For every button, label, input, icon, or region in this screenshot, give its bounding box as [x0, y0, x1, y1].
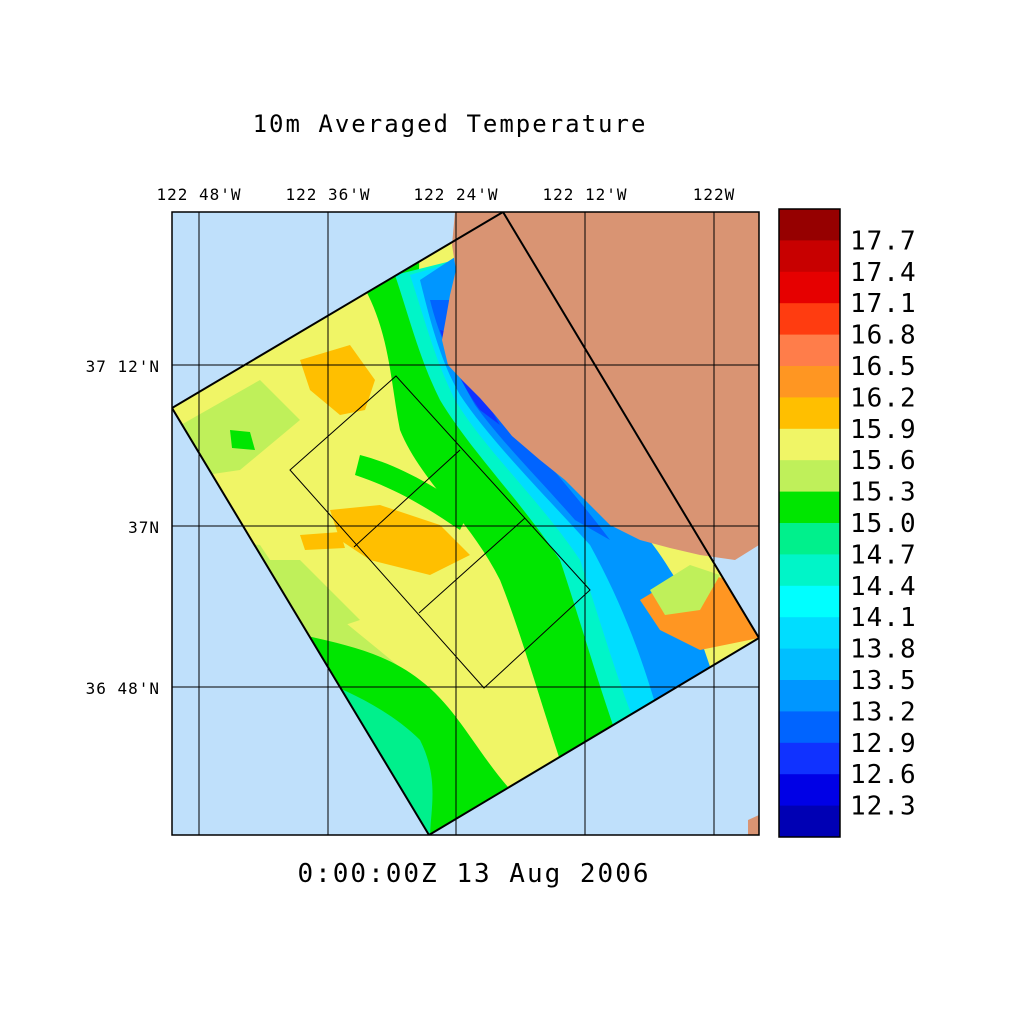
colorbar-labels: 17.717.417.116.816.516.215.915.615.315.0… — [850, 226, 917, 822]
colorbar-swatch — [779, 271, 840, 304]
colorbar-swatch — [779, 366, 840, 398]
colorbar-swatch — [779, 648, 840, 681]
map-border — [171, 211, 760, 836]
map-area — [172, 212, 759, 835]
colorbar-label: 15.3 — [850, 478, 917, 508]
colorbar-swatch — [779, 680, 840, 712]
lat-label: 36 48'N — [86, 679, 160, 698]
longitude-labels: 122 48'W 122 36'W 122 24'W 122 12'W 122W — [156, 185, 736, 204]
latitude-labels: 37 12'N 37N 36 48'N — [86, 357, 160, 698]
colorbar-label: 14.1 — [850, 603, 917, 633]
colorbar-label: 16.5 — [850, 352, 917, 382]
colorbar-label: 13.8 — [850, 635, 917, 665]
colorbar-label: 14.4 — [850, 572, 917, 602]
colorbar-label: 15.0 — [850, 509, 917, 539]
colorbar-label: 17.7 — [850, 226, 917, 256]
colorbar-swatch — [779, 774, 840, 807]
colorbar-swatch — [779, 711, 840, 744]
lon-label: 122 12'W — [542, 185, 627, 204]
nested-grid — [289, 375, 591, 689]
colorbar-label: 14.7 — [850, 540, 917, 570]
graticule — [172, 212, 759, 835]
lon-label: 122 24'W — [413, 185, 498, 204]
colorbar-swatch — [779, 460, 840, 493]
timestamp: 0:00:00Z 13 Aug 2006 — [297, 859, 650, 889]
colorbar-swatch — [779, 397, 840, 430]
colorbar-label: 12.6 — [850, 760, 917, 790]
colorbar-label: 17.1 — [850, 289, 917, 319]
colorbar-label: 16.8 — [850, 321, 917, 351]
colorbar-swatch — [779, 554, 840, 587]
lat-label: 37N — [128, 518, 160, 537]
colorbar-label: 13.5 — [850, 666, 917, 696]
lon-label: 122W — [693, 185, 736, 204]
lon-label: 122 48'W — [156, 185, 241, 204]
colorbar-swatch — [779, 585, 840, 618]
colorbar-swatch — [779, 805, 840, 838]
colorbar-label: 15.6 — [850, 446, 917, 476]
colorbar-swatch — [779, 334, 840, 367]
colorbar-label: 16.2 — [850, 383, 917, 413]
colorbar-swatch — [779, 491, 840, 524]
lon-label: 122 36'W — [285, 185, 370, 204]
colorbar-swatch — [779, 523, 840, 555]
model-domain-outline — [172, 212, 759, 835]
colorbar — [778, 208, 841, 838]
map-title: 10m Averaged Temperature — [253, 110, 648, 138]
land-mass — [442, 212, 759, 560]
colorbar-label: 12.9 — [850, 729, 917, 759]
colorbar-label: 12.3 — [850, 792, 917, 822]
colorbar-swatch — [779, 428, 840, 461]
colorbar-swatch — [779, 742, 840, 775]
lat-label: 37 12'N — [86, 357, 160, 376]
colorbar-swatch — [779, 240, 840, 273]
colorbar-border — [778, 208, 841, 838]
colorbar-swatch — [779, 303, 840, 336]
colorbar-swatch — [779, 617, 840, 650]
colorbar-label: 17.4 — [850, 258, 917, 288]
colorbar-swatch — [779, 209, 840, 241]
colorbar-label: 15.9 — [850, 415, 917, 445]
colorbar-label: 13.2 — [850, 697, 917, 727]
